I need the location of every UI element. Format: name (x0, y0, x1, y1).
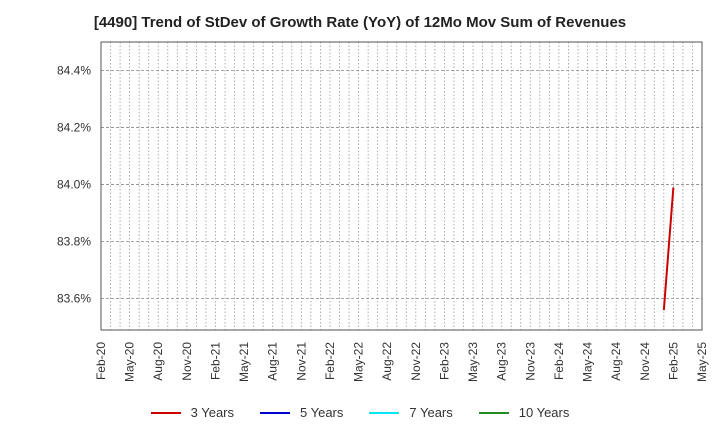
legend-swatch-3-years (150, 411, 181, 414)
x-tick-label: Feb-23 (437, 342, 451, 380)
chart-title: [4490] Trend of StDev of Growth Rate (Yo… (93, 14, 627, 31)
x-tick-label: Nov-24 (638, 342, 652, 381)
y-tick-label: 84.4% (57, 64, 91, 78)
x-tick-label: Aug-24 (609, 342, 623, 381)
x-tick-label: May-23 (466, 342, 480, 382)
y-tick-label: 83.8% (57, 235, 91, 249)
x-tick-label: Feb-20 (94, 342, 108, 380)
legend-label-7-years: 7 Years (409, 405, 453, 420)
x-tick-label: Aug-20 (151, 342, 165, 381)
x-axis-ticks: Feb-20 May-20 Aug-20 Nov-20 Feb-21 May-21 Aug-… (94, 342, 709, 382)
x-tick-label: Aug-22 (380, 342, 394, 381)
x-tick-label: Aug-23 (495, 342, 509, 381)
legend-swatch-7-years (369, 411, 400, 414)
x-tick-label: Feb-25 (666, 342, 680, 380)
series-line-3-years (662, 187, 675, 311)
plot-area-frame (100, 41, 703, 331)
legend-item-7-years: 7 Years (369, 405, 453, 420)
legend-label-3-years: 3 Years (190, 405, 234, 420)
x-tick-label: Nov-23 (523, 342, 537, 381)
x-tick-label: Nov-21 (294, 342, 308, 381)
x-tick-label: May-22 (352, 342, 366, 382)
x-tick-label: Nov-22 (409, 342, 423, 381)
x-tick-label: May-24 (581, 342, 595, 382)
x-tick-label: Nov-20 (180, 342, 194, 381)
legend: 3 Years 5 Years 7 Years 10 Years (0, 405, 720, 420)
y-tick-label: 84.2% (57, 121, 91, 135)
x-tick-label: Aug-21 (266, 342, 280, 381)
x-tick-label: May-25 (695, 342, 709, 382)
legend-item-3-years: 3 Years (150, 405, 234, 420)
y-axis-ticks: 83.6% 83.8% 84.0% 84.2% 84.4% (57, 64, 91, 306)
x-tick-label: Feb-21 (208, 342, 222, 380)
x-tick-label: Feb-24 (552, 342, 566, 380)
series-lines (662, 187, 675, 311)
x-tick-label: May-20 (123, 342, 137, 382)
legend-item-10-years: 10 Years (478, 405, 570, 420)
legend-swatch-10-years (478, 411, 509, 414)
y-tick-label: 83.6% (57, 292, 91, 306)
grid-lines (101, 42, 702, 330)
x-tick-label: Feb-22 (323, 342, 337, 380)
x-tick-label: May-21 (237, 342, 251, 382)
legend-item-5-years: 5 Years (260, 405, 343, 420)
legend-swatch-5-years (260, 411, 290, 414)
legend-label-5-years: 5 Years (300, 405, 344, 420)
y-tick-label: 84.0% (57, 178, 91, 192)
legend-label-10-years: 10 Years (518, 405, 570, 420)
